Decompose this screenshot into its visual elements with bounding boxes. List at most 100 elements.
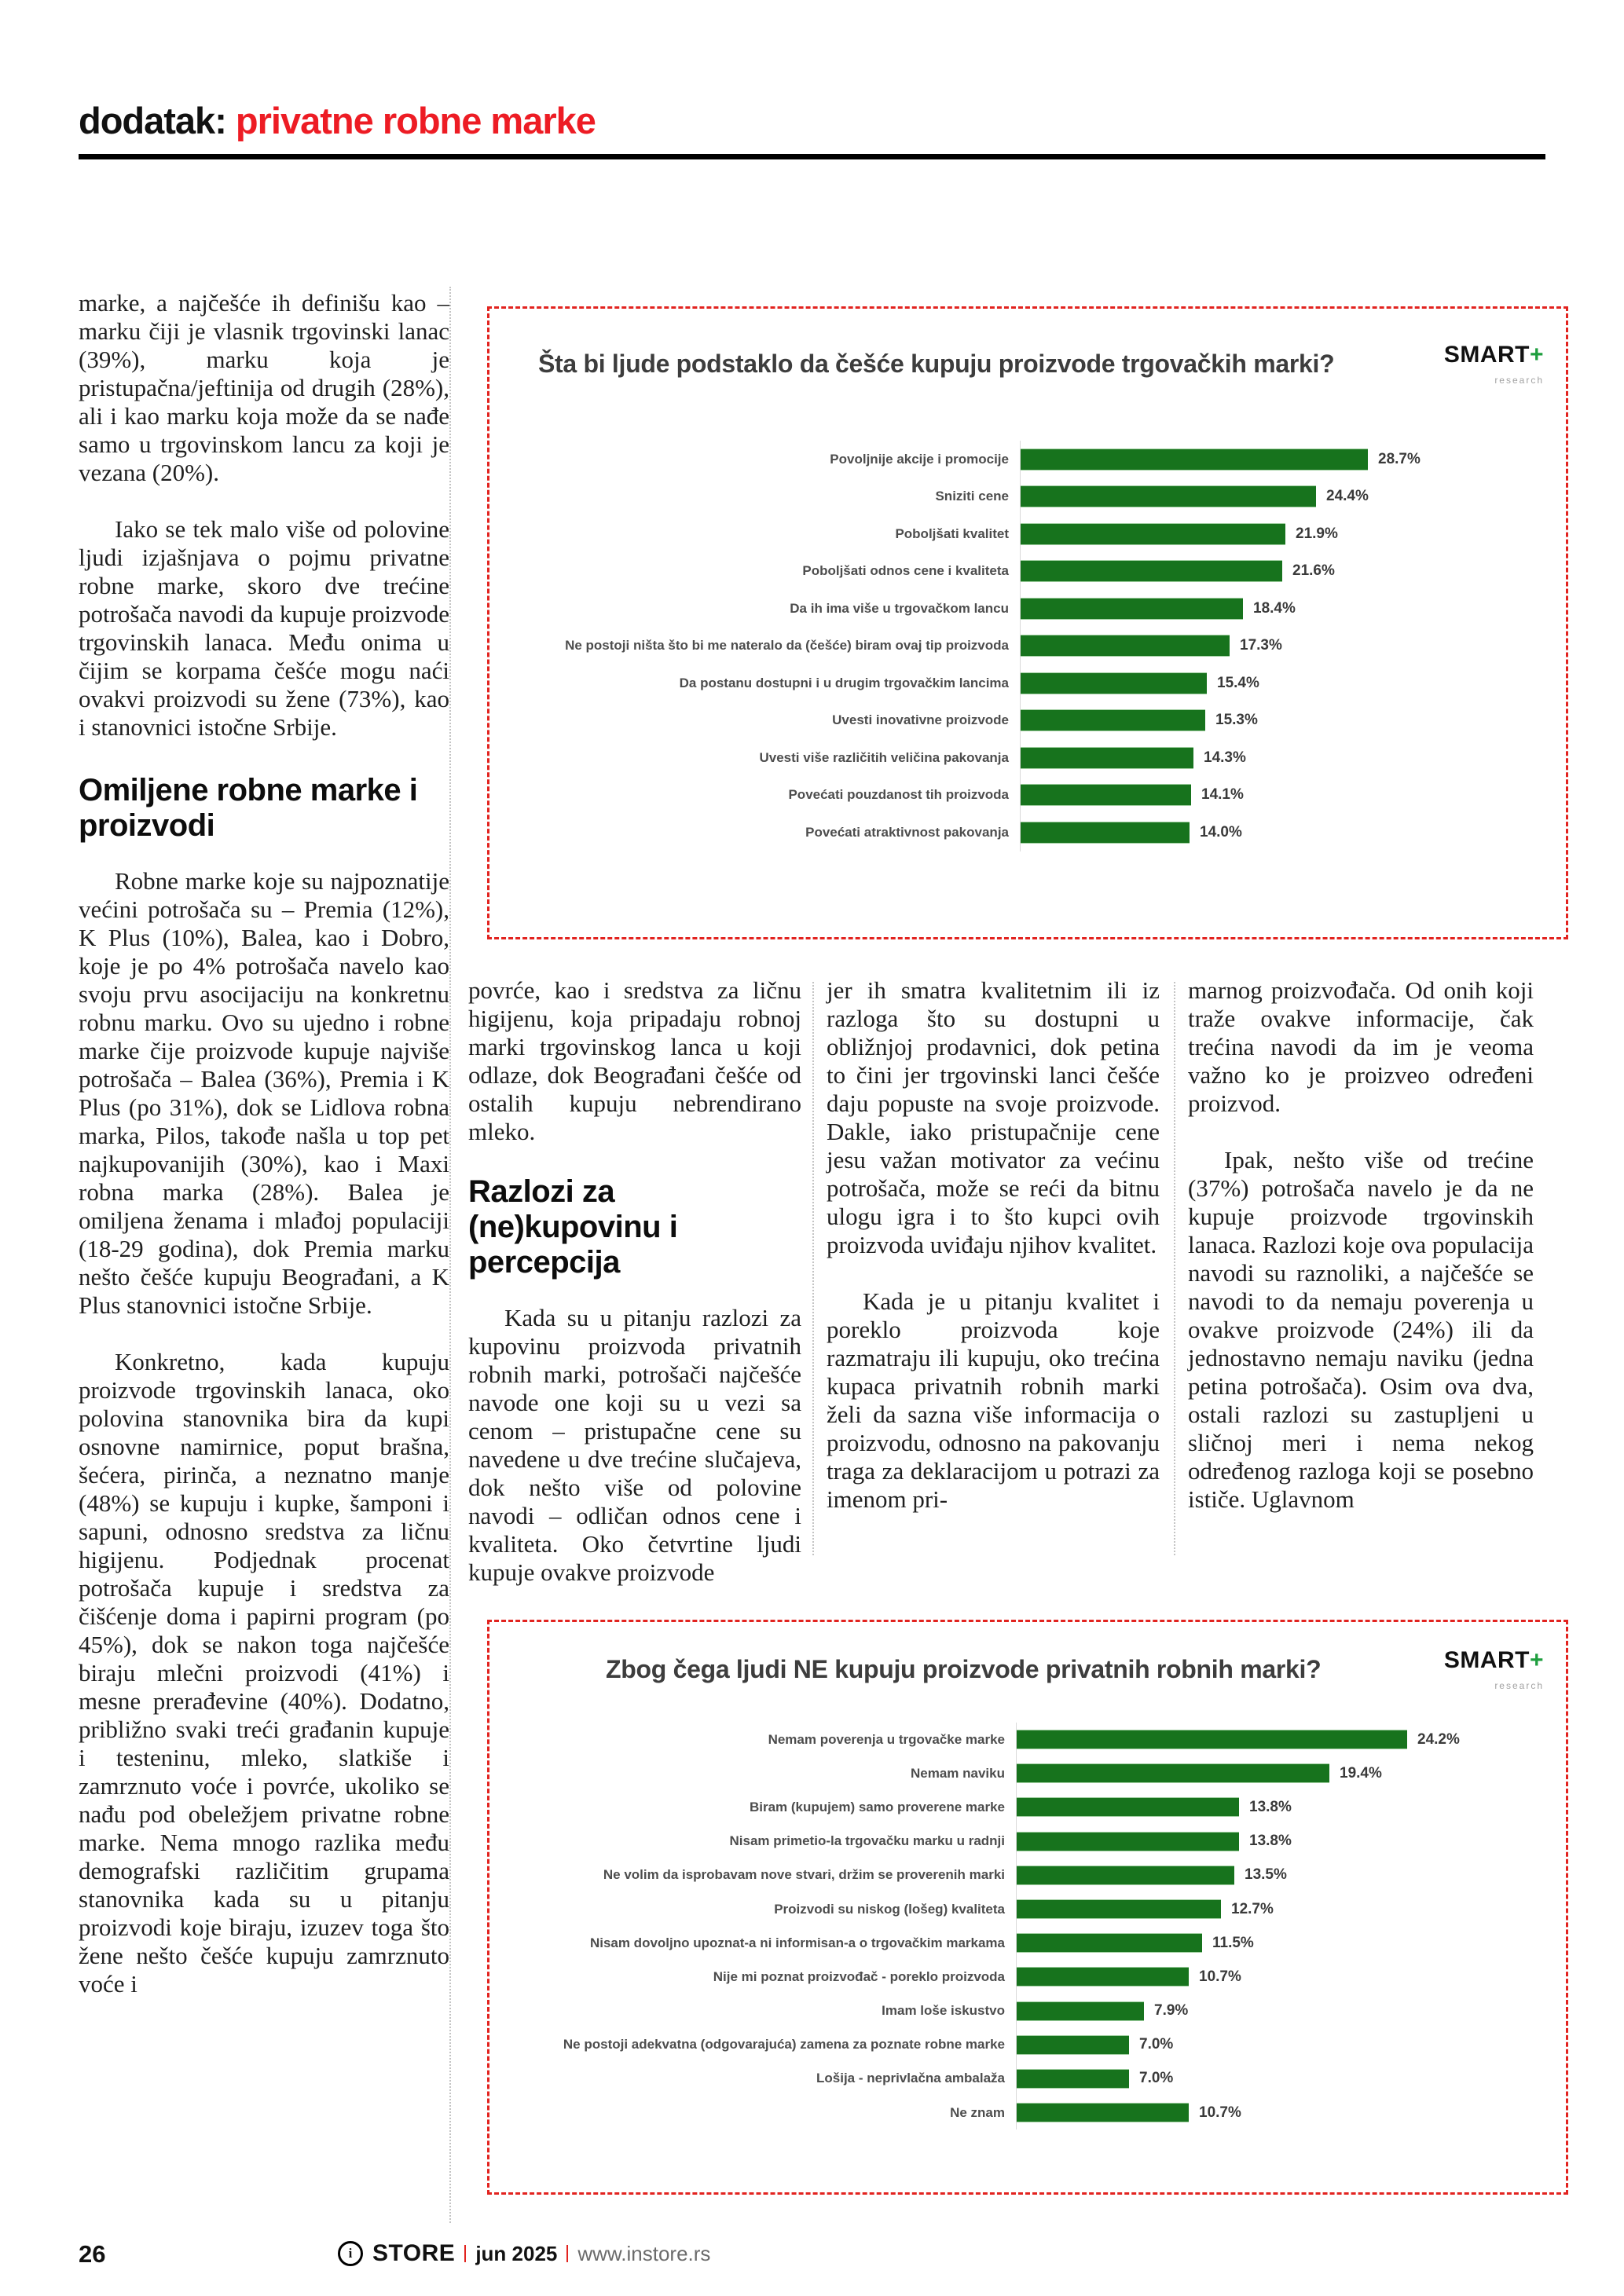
bar-label: Nemam poverenja u trgovačke marke: [768, 1731, 1005, 1747]
logo-plus: +: [1529, 1647, 1544, 1673]
smart-plus-logo: SMART+ research: [1444, 1649, 1544, 1697]
bar-row: Da postanu dostupni i u drugim trgovački…: [501, 665, 1554, 702]
bar: [1020, 449, 1368, 470]
bar-value: 14.3%: [1204, 749, 1246, 766]
text-column-3: jer ih smatra kvalitetnim ili iz razloga…: [827, 976, 1160, 1542]
bar: [1020, 598, 1243, 619]
bar-row: Ne postoji adekvatna (odgovarajuća) zame…: [501, 2028, 1554, 2062]
paragraph: Kada je u pitanju kvalitet i poreklo pro…: [827, 1287, 1160, 1513]
brand-name: STORE: [372, 2240, 456, 2266]
store-circle-icon: i: [338, 2241, 363, 2266]
paragraph: Ipak, nešto više od trećine (37%) potroš…: [1188, 1146, 1534, 1513]
bar: [1020, 486, 1316, 507]
bar: [1020, 785, 1191, 806]
bar-label: Poboljšati kvalitet: [895, 525, 1009, 541]
bar-label: Povoljnije akcije i promocije: [830, 451, 1009, 467]
bar-row: Povećati pouzdanost tih proizvoda 14.1%: [501, 777, 1554, 815]
bar-label: Ne volim da isprobavam nove stvari, drži…: [603, 1867, 1005, 1883]
column-divider: [449, 287, 451, 2223]
bar-row: Nemam naviku 19.4%: [501, 1756, 1554, 1790]
bar: [1020, 747, 1193, 768]
logo-subtext: research: [1494, 1680, 1544, 1691]
bar: [1016, 1866, 1234, 1884]
bar-value: 24.4%: [1326, 488, 1369, 505]
bar-value: 21.9%: [1296, 525, 1338, 542]
logo-text: SMART: [1443, 342, 1530, 368]
bar-row: Poboljšati odnos cene i kvaliteta 21.6%: [501, 553, 1554, 591]
bar-label: Nemam naviku: [911, 1765, 1005, 1781]
bar-row: Da ih ima više u trgovačkom lancu 18.4%: [501, 590, 1554, 628]
bar-value: 19.4%: [1340, 1764, 1382, 1782]
bar-value: 15.4%: [1217, 674, 1259, 691]
bar: [1016, 2104, 1189, 2122]
bar-label: Uvesti inovativne proizvode: [832, 712, 1009, 728]
column-divider: [812, 982, 814, 1555]
bar-label: Povećati pouzdanost tih proizvoda: [788, 787, 1009, 803]
footer-brand-group: i STORE jun 2025 www.instore.rs: [338, 2240, 710, 2267]
bar-label: Ne znam: [950, 2104, 1005, 2120]
text-column-4: marnog proizvođača. Od onih koji traže o…: [1188, 976, 1534, 1542]
text-column-2: povrće, kao i sredstva za ličnu higijenu…: [468, 976, 801, 1615]
bar-value: 13.8%: [1249, 1833, 1292, 1850]
chart-box-barriers: Zbog čega ljudi NE kupuju proizvode priv…: [487, 1620, 1568, 2195]
bar-row: Sniziti cene 24.4%: [501, 478, 1554, 516]
paragraph: povrće, kao i sredstva za ličnu higijenu…: [468, 976, 801, 1145]
bar: [1020, 635, 1230, 657]
header-black-text: dodatak:: [79, 100, 227, 141]
bar-label: Sniziti cene: [935, 489, 1009, 504]
bar-row: Povećati atraktivnost pakovanja 14.0%: [501, 814, 1554, 851]
bar-label: Ne postoji adekvatna (odgovarajuća) zame…: [563, 2037, 1005, 2052]
bar-value: 7.0%: [1139, 2070, 1174, 2087]
issue-date: jun 2025: [475, 2241, 558, 2265]
website-link[interactable]: www.instore.rs: [577, 2241, 711, 2265]
chart-box-motivators: Šta bi ljude podstaklo da češće kupuju p…: [487, 306, 1568, 939]
bar-row: Poboljšati kvalitet 21.9%: [501, 515, 1554, 553]
bar-label: Poboljšati odnos cene i kvaliteta: [802, 563, 1009, 579]
bar: [1020, 523, 1285, 544]
bar-row: Povoljnije akcije i promocije 28.7%: [501, 441, 1554, 478]
section-heading: Razlozi za (ne)kupovinu i percepcija: [468, 1174, 678, 1280]
bar-rows: Nemam poverenja u trgovačke marke 24.2% Ne…: [501, 1723, 1554, 2130]
bar-row: Nemam poverenja u trgovačke marke 24.2%: [501, 1723, 1554, 1756]
paragraph: Iako se tek malo više od polovine ljudi …: [79, 515, 449, 741]
bar-value: 24.2%: [1417, 1730, 1460, 1748]
bar-row: Imam loše iskustvo 7.9%: [501, 1994, 1554, 2028]
bar-label: Proizvodi su niskog (lošeg) kvaliteta: [774, 1901, 1005, 1917]
header-rule: [79, 154, 1545, 159]
bar: [1016, 2001, 1144, 2020]
footer-divider: [464, 2245, 467, 2262]
bar-label: Nije mi poznat proizvođač - poreklo proi…: [713, 1968, 1005, 1984]
chart-title: Šta bi ljude podstaklo da češće kupuju p…: [538, 350, 1335, 378]
text-column-1: marke, a najčešće ih definišu kao – mark…: [79, 289, 449, 2027]
bar: [1020, 822, 1190, 843]
bar-value: 13.8%: [1249, 1798, 1292, 1815]
bar-row: Nije mi poznat proizvođač - poreklo proi…: [501, 1960, 1554, 1994]
page-header: dodatak: privatne robne marke: [79, 99, 596, 142]
bar-label: Nisam primetio-la trgovačku marku u radn…: [729, 1833, 1005, 1849]
paragraph: Konkretno, kada kupuju proizvode trgovin…: [79, 1348, 449, 1998]
bar-value: 18.4%: [1253, 599, 1296, 617]
bar-label: Imam loše iskustvo: [882, 2003, 1005, 2019]
bar: [1016, 1832, 1239, 1851]
bar-row: Nisam primetio-la trgovačku marku u radn…: [501, 1825, 1554, 1858]
bar-row: Lošija - neprivlačna ambalaža 7.0%: [501, 2062, 1554, 2096]
bar-value: 10.7%: [1199, 1968, 1241, 1985]
bar-value: 21.6%: [1292, 562, 1335, 580]
bar-row: Uvesti inovativne proizvode 15.3%: [501, 702, 1554, 740]
paragraph: Robne marke koje su najpoznatije većini …: [79, 867, 449, 1319]
section-heading: Omiljene robne marke i proizvodi: [79, 773, 418, 843]
bar-rows: Povoljnije akcije i promocije 28.7% Snizit…: [501, 441, 1554, 851]
logo-plus: +: [1529, 342, 1544, 368]
bar: [1016, 2035, 1129, 2054]
bar: [1016, 1798, 1239, 1817]
bar-value: 11.5%: [1212, 1934, 1254, 1951]
bar-value: 14.1%: [1201, 786, 1244, 804]
bar: [1016, 2069, 1129, 2088]
logo-subtext: research: [1494, 375, 1544, 386]
bar-value: 13.5%: [1245, 1866, 1287, 1884]
bar-label: Lošija - neprivlačna ambalaža: [816, 2071, 1005, 2086]
bar-row: Ne volim da isprobavam nove stvari, drži…: [501, 1858, 1554, 1892]
bar-value: 7.0%: [1139, 2036, 1174, 2053]
footer-divider: [566, 2245, 569, 2262]
